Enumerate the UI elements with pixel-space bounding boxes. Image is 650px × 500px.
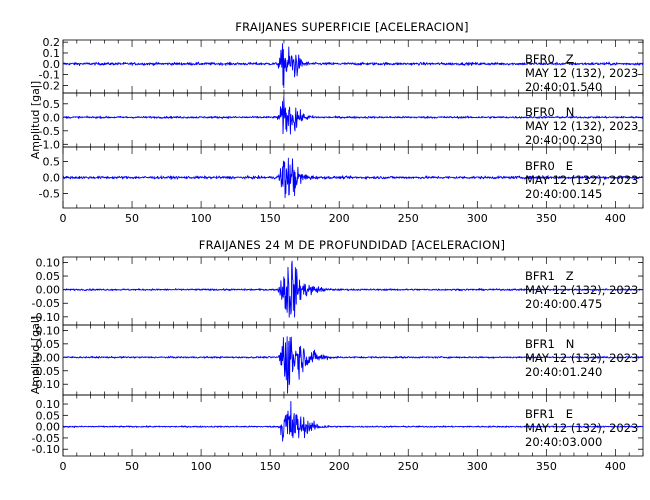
x-tick-label: 200 bbox=[329, 460, 350, 473]
panel-top-ylabel: Amplitud [gal] bbox=[29, 81, 42, 159]
station-component-label: BFR0 Z bbox=[525, 52, 574, 66]
date-label: MAY 12 (132), 2023 bbox=[525, 421, 638, 435]
y-tick-label: 0.2 bbox=[43, 36, 61, 49]
x-tick-label: 300 bbox=[467, 212, 488, 225]
y-tick-label: 0.00 bbox=[36, 351, 61, 364]
panel-bottom-ylabel: Amplitud [gal] bbox=[29, 316, 42, 394]
y-tick-label: -0.05 bbox=[32, 297, 60, 310]
time-label: 20:40:01.240 bbox=[525, 365, 602, 379]
y-tick-label: -0.05 bbox=[32, 432, 60, 445]
waveform-series bbox=[62, 260, 644, 318]
x-tick-label: 400 bbox=[605, 460, 626, 473]
waveform-series bbox=[62, 157, 644, 199]
y-tick-label: 0.00 bbox=[36, 284, 61, 297]
x-tick-label: 400 bbox=[605, 212, 626, 225]
y-tick-label: 0.0 bbox=[43, 172, 61, 185]
time-label: 20:40:00.145 bbox=[525, 187, 602, 201]
time-label: 20:40:00.475 bbox=[525, 297, 602, 311]
y-tick-label: 0.10 bbox=[36, 398, 61, 411]
y-tick-label: -0.05 bbox=[32, 365, 60, 378]
y-tick-label: 0.05 bbox=[36, 270, 61, 283]
x-tick-label: 150 bbox=[260, 212, 281, 225]
x-tick-label: 350 bbox=[536, 212, 557, 225]
panel-top: FRAIJANES SUPERFICIE [ACELERACION] Ampli… bbox=[29, 20, 644, 225]
y-tick-label: 0.05 bbox=[36, 409, 61, 422]
y-tick-label: -0.5 bbox=[39, 125, 60, 138]
x-tick-label: 50 bbox=[125, 212, 139, 225]
x-tick-label: 100 bbox=[191, 212, 212, 225]
y-tick-label: 0.00 bbox=[36, 421, 61, 434]
y-tick-label: -0.2 bbox=[39, 79, 60, 92]
y-tick-label: -0.1 bbox=[39, 69, 60, 82]
time-label: 20:40:01.540 bbox=[525, 80, 602, 94]
x-tick-label: 150 bbox=[260, 460, 281, 473]
x-tick-label: 200 bbox=[329, 212, 350, 225]
date-label: MAY 12 (132), 2023 bbox=[525, 283, 638, 297]
station-component-label: BFR0 E bbox=[525, 159, 573, 173]
y-tick-label: 0.5 bbox=[43, 98, 61, 111]
waveform-series bbox=[62, 336, 644, 394]
y-tick-label: 0.05 bbox=[36, 338, 61, 351]
y-tick-label: -0.10 bbox=[32, 311, 60, 324]
x-tick-label: 100 bbox=[191, 460, 212, 473]
y-tick-label: -0.5 bbox=[39, 188, 60, 201]
time-label: 20:40:00.230 bbox=[525, 133, 602, 147]
date-label: MAY 12 (132), 2023 bbox=[525, 351, 638, 365]
x-tick-label: 250 bbox=[398, 212, 419, 225]
y-tick-label: 0.5 bbox=[43, 155, 61, 168]
station-component-label: BFR1 Z bbox=[525, 269, 574, 283]
y-tick-label: 0.0 bbox=[43, 58, 61, 71]
waveform-series bbox=[62, 43, 644, 88]
x-tick-label: 350 bbox=[536, 460, 557, 473]
waveform-series bbox=[62, 96, 644, 135]
x-tick-label: 250 bbox=[398, 460, 419, 473]
station-component-label: BFR1 E bbox=[525, 407, 573, 421]
panel-bottom: FRAIJANES 24 M DE PROFUNDIDAD [ACELERACI… bbox=[29, 238, 644, 473]
x-tick-label: 0 bbox=[60, 460, 67, 473]
y-tick-label: 0.0 bbox=[43, 111, 61, 124]
y-tick-label: 0.10 bbox=[36, 324, 61, 337]
panel-top-title: FRAIJANES SUPERFICIE [ACELERACION] bbox=[235, 20, 469, 34]
date-label: MAY 12 (132), 2023 bbox=[525, 173, 638, 187]
waveform-series bbox=[62, 400, 644, 442]
date-label: MAY 12 (132), 2023 bbox=[525, 119, 638, 133]
panel-bottom-title: FRAIJANES 24 M DE PROFUNDIDAD [ACELERACI… bbox=[199, 238, 506, 252]
station-component-label: BFR0 N bbox=[525, 105, 574, 119]
x-tick-label: 300 bbox=[467, 460, 488, 473]
y-tick-label: -0.10 bbox=[32, 378, 60, 391]
y-tick-label: -1.0 bbox=[39, 138, 60, 151]
station-component-label: BFR1 N bbox=[525, 337, 574, 351]
time-label: 20:40:03.000 bbox=[525, 435, 602, 449]
date-label: MAY 12 (132), 2023 bbox=[525, 66, 638, 80]
y-tick-label: 0.10 bbox=[36, 256, 61, 269]
y-tick-label: -0.10 bbox=[32, 443, 60, 456]
y-tick-label: 0.1 bbox=[43, 47, 61, 60]
x-tick-label: 50 bbox=[125, 460, 139, 473]
x-tick-label: 0 bbox=[60, 212, 67, 225]
